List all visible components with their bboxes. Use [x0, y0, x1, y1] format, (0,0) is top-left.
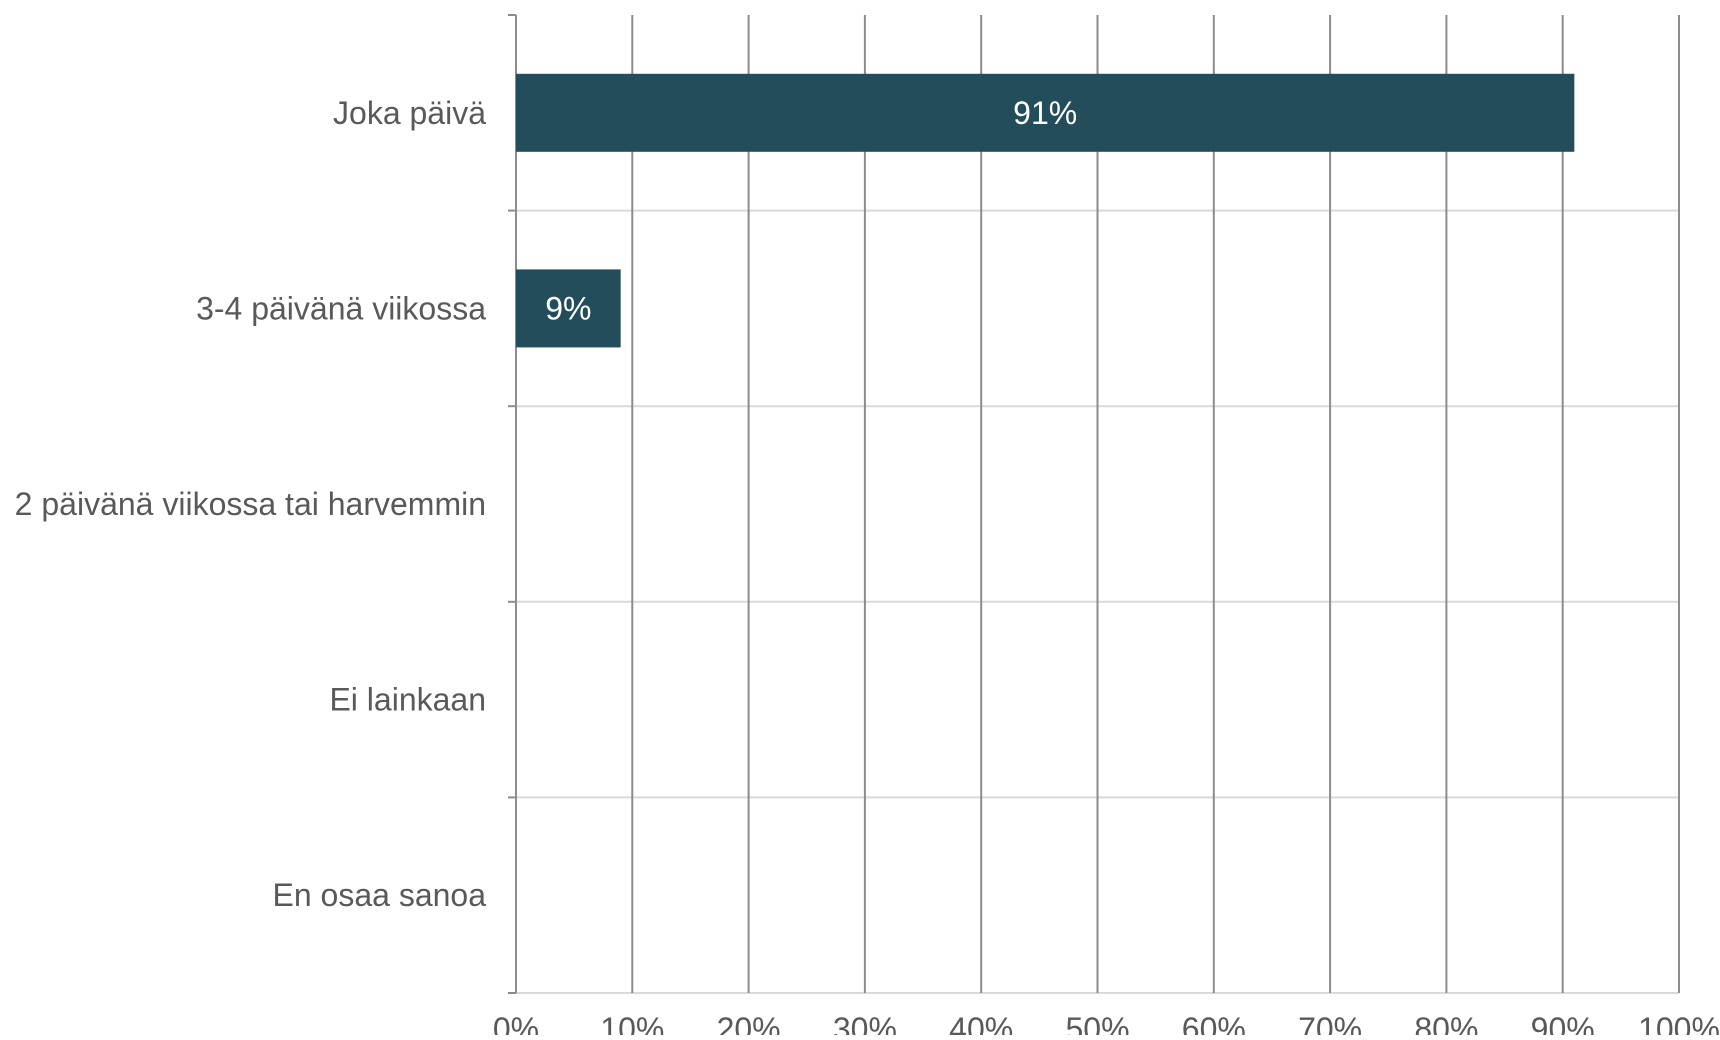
bar	[516, 73, 1575, 152]
category-label: 2 päivänä viikossa tai harvemmin	[15, 486, 486, 522]
category-label: Ei lainkaan	[329, 682, 486, 718]
x-tick-label: 30%	[833, 1011, 897, 1035]
x-tick-label: 20%	[717, 1011, 781, 1035]
x-tick-label: 50%	[1065, 1011, 1129, 1035]
x-tick-label: 0%	[493, 1011, 539, 1035]
x-tick-label: 40%	[949, 1011, 1013, 1035]
x-tick-label: 100%	[1638, 1011, 1720, 1035]
x-tick-label: 10%	[600, 1011, 664, 1035]
x-tick-label: 60%	[1182, 1011, 1246, 1035]
data-label: 9%	[545, 290, 591, 326]
category-label: En osaa sanoa	[273, 877, 487, 913]
bar-layer	[516, 73, 1575, 348]
label-layer: Joka päivä 91% 3-4 päivänä viikossa 9% 2 päi…	[15, 95, 1078, 913]
bar	[516, 269, 621, 348]
x-tick-label: 80%	[1414, 1011, 1478, 1035]
x-tick-label: 90%	[1531, 1011, 1595, 1035]
grid-layer	[515, 15, 1680, 994]
category-label: Joka päivä	[333, 95, 486, 131]
data-label: 91%	[1013, 95, 1077, 131]
category-label: 3-4 päivänä viikossa	[196, 290, 486, 326]
x-tick-label: 70%	[1298, 1011, 1362, 1035]
axis-layer: 0% 10% 20% 30% 40% 50% 60% 70% 80% 90% 100%	[493, 14, 1720, 1040]
